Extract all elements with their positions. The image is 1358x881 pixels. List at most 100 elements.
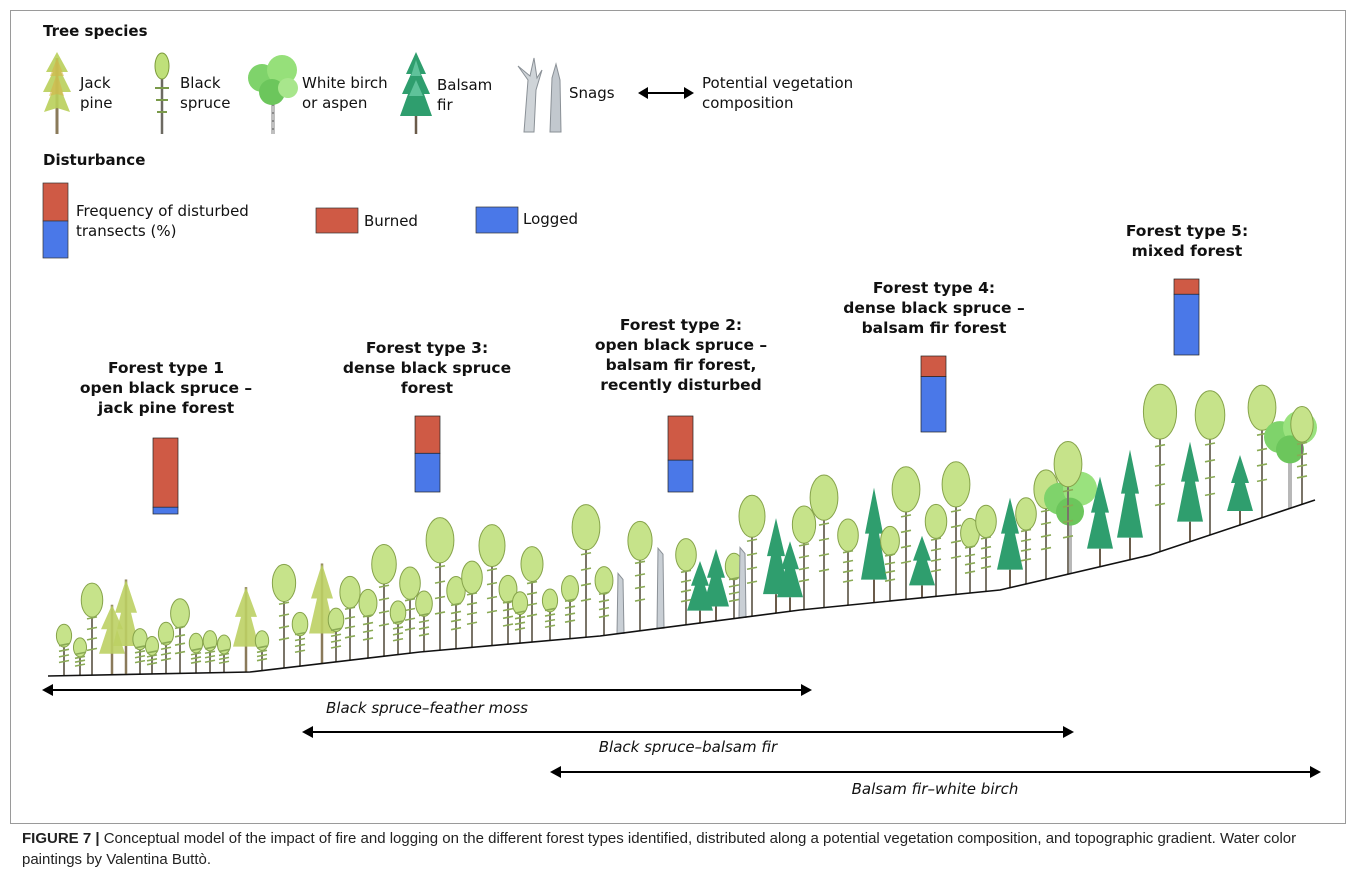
spruce-branch (884, 561, 896, 566)
spruce-branch (798, 578, 810, 583)
spruce-crown (358, 588, 378, 618)
spruce-branch (466, 621, 478, 626)
spruce-crown (975, 504, 997, 539)
spruce-branch (146, 654, 158, 658)
fir-crown (763, 518, 789, 595)
spruce-branch (330, 639, 342, 643)
spruce-branch (1296, 463, 1308, 468)
spruce-branch (58, 659, 70, 664)
spruce-branch (818, 522, 830, 526)
spruce-branch (450, 626, 462, 631)
spruce-branch (746, 566, 758, 571)
snag-tree (738, 546, 747, 619)
range-arrowhead-left-bfwb (550, 766, 561, 778)
spruce-branch (930, 558, 942, 562)
spruce-branch (1296, 475, 1308, 479)
spruce-branch (598, 599, 610, 603)
spruce-branch (842, 579, 854, 583)
snag-tree (616, 572, 625, 634)
spruce-crown (202, 630, 218, 652)
spruce-branch (964, 553, 976, 558)
spruce-branch (330, 633, 342, 638)
composition-arrow-icon (638, 87, 694, 99)
spruce-branch (174, 625, 186, 630)
range-label-black-spruce-feather-moss: Black spruce–feather moss (325, 699, 529, 717)
spruce-branch (378, 584, 390, 589)
ft1-burned-bar (152, 437, 179, 508)
spruce-branch (392, 637, 404, 642)
spruce-branch (160, 640, 172, 645)
spruce-branch (174, 650, 186, 655)
frequency-label: Frequency of disturbed transects (%) (76, 202, 249, 240)
spruce-branch (86, 647, 98, 652)
spruce-crown (271, 563, 297, 603)
spruce-branch (980, 545, 992, 550)
spruce-branch (680, 589, 692, 593)
spruce-branch (1204, 492, 1216, 497)
spruce-branch (74, 655, 86, 660)
spruce-branch (746, 580, 758, 585)
spruce-branch (1040, 546, 1052, 551)
spruce-branch (418, 626, 430, 630)
spruce-crown (425, 517, 455, 564)
forest-type-3-title: Forest type 3: dense black spruce forest (342, 339, 512, 397)
spruce-crown (627, 520, 653, 561)
spruce-branch (580, 551, 592, 556)
spruce-branch (728, 576, 740, 581)
spruce-branch (378, 610, 390, 614)
spruce-branch (728, 584, 740, 588)
ft5-burned-bar (1173, 278, 1200, 295)
spruce-crown (371, 544, 397, 585)
spruce-branch (900, 544, 912, 549)
spruce-branch (818, 568, 830, 573)
fir-crown (997, 497, 1023, 570)
spruce-branch (294, 643, 306, 648)
spruce-crown (520, 546, 544, 583)
spruce-branch (598, 606, 610, 611)
spruce-branch (930, 537, 942, 541)
forest-type-1-title: Forest type 1 open black spruce – jack pin… (79, 359, 253, 417)
spruce-branch (86, 616, 98, 620)
spruce-branch (634, 560, 646, 565)
burned-swatch (315, 207, 359, 234)
spruce-branch (1040, 534, 1052, 538)
spruce-crown (415, 590, 433, 617)
spruce-branch (134, 659, 146, 664)
spruce-branch (502, 615, 514, 620)
fir-crown (909, 535, 935, 586)
spruce-branch (404, 607, 416, 612)
spruce-crown (511, 591, 529, 616)
spruce-branch (1296, 452, 1308, 457)
spruce-branch (466, 611, 478, 616)
range-arrowhead-right-bfwb (1310, 766, 1321, 778)
spruce-branch (218, 656, 230, 661)
spruce-branch (404, 597, 416, 602)
spruce-branch (404, 627, 416, 631)
spruce-branch (344, 606, 356, 611)
spruce-crown (675, 538, 697, 572)
spruce-branch (174, 642, 186, 646)
fir-crown (1227, 455, 1253, 511)
ft1-logged-bar (152, 506, 179, 515)
spruce-branch (450, 602, 462, 607)
spruce-branch (392, 620, 404, 624)
figure-frame (10, 10, 1346, 824)
spruce-branch (680, 598, 692, 603)
spruce-branch (204, 654, 216, 659)
spruce-crown (157, 621, 175, 646)
spruce-branch (1154, 483, 1166, 487)
spruce-branch (502, 600, 514, 604)
spruce-crown (498, 574, 518, 604)
spruce-branch (190, 656, 202, 660)
spruce-branch (278, 613, 290, 617)
spruce-crown (399, 566, 421, 600)
range-arrowhead-right-bsbf (1063, 726, 1074, 738)
spruce-branch (798, 554, 810, 559)
spruce-crown (188, 632, 204, 654)
spruce-branch (418, 633, 430, 637)
range-label-balsam-fir-white-birch: Balsam fir–white birch (851, 780, 1019, 798)
spruce-branch (392, 626, 404, 630)
spruce-crown (541, 588, 559, 613)
spruce-crown (924, 503, 948, 539)
